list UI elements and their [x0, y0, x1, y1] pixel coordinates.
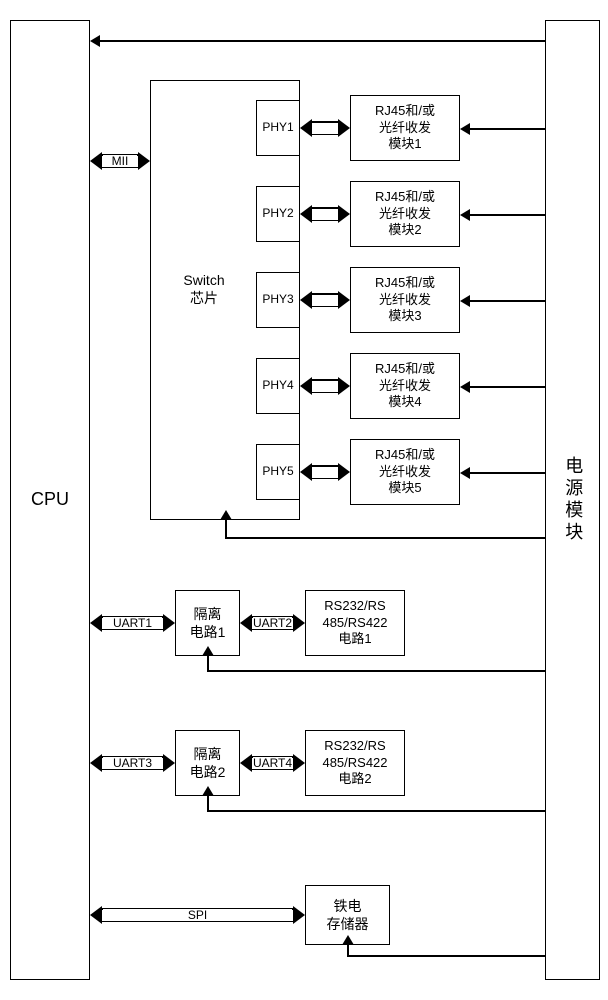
power-rj45-1: [470, 128, 545, 130]
phy4-rj45-arrow: [300, 377, 350, 395]
phy4-block: PHY4: [256, 358, 300, 414]
power-rj45-2: [470, 214, 545, 216]
power-iso2-u: [207, 796, 209, 810]
mii-label: MII: [103, 155, 137, 167]
phy3-block: PHY3: [256, 272, 300, 328]
phy2-block: PHY2: [256, 186, 300, 242]
uart3-arrow: UART3: [90, 754, 175, 772]
power-rj45-4: [470, 386, 545, 388]
uart1-arrow: UART1: [90, 614, 175, 632]
spi-arrow: SPI: [90, 906, 305, 924]
power-rj45-5: [470, 472, 545, 474]
uart2-label: UART2: [253, 617, 292, 629]
uart4-arrow: UART4: [240, 754, 305, 772]
rj45-1-label: RJ45和/或 光纤收发 模块1: [375, 103, 435, 154]
spi-label: SPI: [103, 909, 292, 921]
rj45-5-block: RJ45和/或 光纤收发 模块5: [350, 439, 460, 505]
rj45-2-label: RJ45和/或 光纤收发 模块2: [375, 189, 435, 240]
rj45-1-block: RJ45和/或 光纤收发 模块1: [350, 95, 460, 161]
phy5-rj45-arrow: [300, 463, 350, 481]
phy3-rj45-arrow: [300, 291, 350, 309]
phy1-label: PHY1: [262, 120, 293, 136]
power-module-block: 电源模块: [545, 20, 600, 980]
rs1-label: RS232/RS 485/RS422 电路1: [322, 598, 387, 649]
switch-label: Switch 芯片: [159, 271, 249, 307]
phy5-block: PHY5: [256, 444, 300, 500]
rs2-block: RS232/RS 485/RS422 电路2: [305, 730, 405, 796]
phy4-label: PHY4: [262, 378, 293, 394]
phy1-rj45-arrow: [300, 119, 350, 137]
rj45-3-label: RJ45和/或 光纤收发 模块3: [375, 275, 435, 326]
power-label: 电源模块: [561, 456, 584, 544]
phy3-label: PHY3: [262, 292, 293, 308]
iso2-label: 隔离 电路2: [190, 745, 226, 781]
iso1-label: 隔离 电路1: [190, 605, 226, 641]
rj45-4-block: RJ45和/或 光纤收发 模块4: [350, 353, 460, 419]
uart2-arrow: UART2: [240, 614, 305, 632]
rj45-3-block: RJ45和/或 光纤收发 模块3: [350, 267, 460, 333]
power-switch-h: [225, 537, 545, 539]
rj45-4-label: RJ45和/或 光纤收发 模块4: [375, 361, 435, 412]
uart4-label: UART4: [253, 757, 292, 769]
rs2-label: RS232/RS 485/RS422 电路2: [322, 738, 387, 789]
mii-arrow: MII: [90, 152, 150, 170]
rs1-block: RS232/RS 485/RS422 电路1: [305, 590, 405, 656]
power-iso1-h: [207, 670, 545, 672]
phy2-rj45-arrow: [300, 205, 350, 223]
uart1-label: UART1: [103, 617, 162, 629]
power-fram-h: [347, 955, 545, 957]
power-rj45-3: [470, 300, 545, 302]
power-iso2-h: [207, 810, 545, 812]
rj45-2-block: RJ45和/或 光纤收发 模块2: [350, 181, 460, 247]
power-switch-u: [225, 520, 227, 537]
phy5-label: PHY5: [262, 464, 293, 480]
fram-label: 铁电 存储器: [327, 897, 369, 933]
power-cpu-arrow: [100, 40, 545, 42]
power-fram-u: [347, 945, 349, 955]
cpu-block: CPU: [10, 20, 90, 980]
uart3-label: UART3: [103, 757, 162, 769]
phy2-label: PHY2: [262, 206, 293, 222]
rj45-5-label: RJ45和/或 光纤收发 模块5: [375, 447, 435, 498]
cpu-label: CPU: [31, 488, 69, 511]
power-iso1-u: [207, 656, 209, 670]
phy1-block: PHY1: [256, 100, 300, 156]
